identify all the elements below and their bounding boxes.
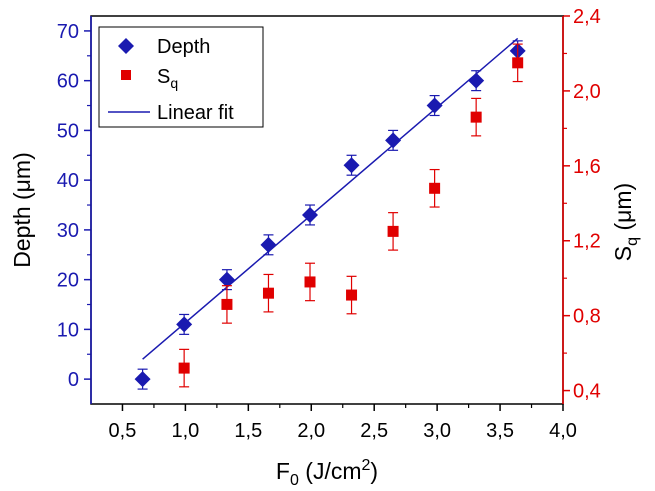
y-left-tick-label: 50 [57,120,79,142]
y-right-tick-label: 1,6 [573,156,601,178]
depth-point [260,234,277,256]
linear-fit-line [142,37,519,360]
depth-point [302,204,319,226]
sq-point [346,275,358,315]
sq-point [262,273,274,313]
depth-marker [343,157,360,174]
depth-point [468,70,485,92]
depth-point [426,94,443,117]
y-left-tick-label: 0 [68,369,79,391]
fit-layer [142,37,519,360]
sq-point [304,262,316,302]
x-tick-label: 4,0 [549,420,577,442]
right-tick-labels: 0,4 0,8 1,2 1,6 2,0 2,4 [573,6,601,403]
depth-marker [302,206,319,223]
y-right-label-unit: (μm) [610,183,636,237]
depth-point [385,129,402,151]
sq-point [470,97,482,137]
legend-fit-label: Linear fit [157,102,234,124]
bottom-tick-labels: 0,5 1,0 1,5 2,0 2,5 3,0 3,5 4,0 [109,420,577,442]
x-tick-label: 2,0 [297,420,325,442]
y-right-label-main: S [610,246,636,261]
x-label-sup: 2 [362,457,371,474]
x-label-main: F [276,458,290,484]
sq-marker [512,57,524,69]
x-tick-label: 3,0 [423,420,451,442]
sq-marker [221,298,233,310]
x-axis-label: F0 (J/cm2) [276,457,378,489]
y-left-axis-label: Depth (μm) [9,152,35,268]
x-tick-label: 0,5 [109,420,137,442]
x-label-close: ) [370,458,378,484]
sq-point [429,168,441,208]
y-right-label-sub: q [624,237,641,246]
legend-depth-label: Depth [157,36,210,58]
y-left-tick-label: 10 [57,319,79,341]
y-right-axis-label: Sq (μm) [610,183,641,261]
y-right-tick-label: 0,8 [573,306,601,328]
sq-marker [178,362,190,374]
y-left-tick-label: 70 [57,21,79,43]
depth-point [343,154,360,176]
depth-marker [385,132,402,149]
depth-point [134,368,151,390]
y-right-tick-label: 2,4 [573,6,601,28]
legend-sq-marker [121,70,131,80]
sq-point [387,212,399,251]
sq-marker [387,225,399,237]
y-left-tick-label: 40 [57,170,79,192]
sq-marker [470,111,482,123]
sq-marker [304,276,316,288]
sq-point [512,43,524,83]
y-left-tick-label: 20 [57,270,79,292]
y-left-tick-label: 30 [57,220,79,242]
x-tick-label: 1,0 [171,420,199,442]
depth-marker [134,371,151,388]
legend: Depth Sq Linear fit [98,26,264,128]
x-tick-label: 1,5 [234,420,262,442]
legend-depth-marker [118,38,134,54]
legend-sq-sub: q [170,75,178,91]
depth-marker [176,316,193,333]
sq-marker [346,289,358,301]
left-tick-labels: 0 10 20 30 40 50 60 70 [57,21,79,391]
depth-marker [426,97,443,114]
depth-marker [218,271,235,288]
legend-sq-main: S [157,66,170,88]
sq-point [178,348,190,388]
x-label-unit: (J/cm [299,458,362,484]
y-right-tick-label: 2,0 [573,81,601,103]
x-label-sub: 0 [290,472,299,489]
depth-marker [260,236,277,253]
y-left-tick-label: 60 [57,71,79,93]
sq-marker [429,182,441,194]
sq-marker [262,287,274,299]
sq-point [221,285,233,324]
y-right-tick-label: 1,2 [573,231,601,253]
marks-layer [134,40,526,390]
y-right-tick-label: 0,4 [573,381,601,403]
depth-point [176,313,193,335]
x-tick-label: 3,5 [486,420,514,442]
x-tick-label: 2,5 [360,420,388,442]
legend-sq-label: Sq [157,66,178,91]
depth-marker [468,72,485,89]
